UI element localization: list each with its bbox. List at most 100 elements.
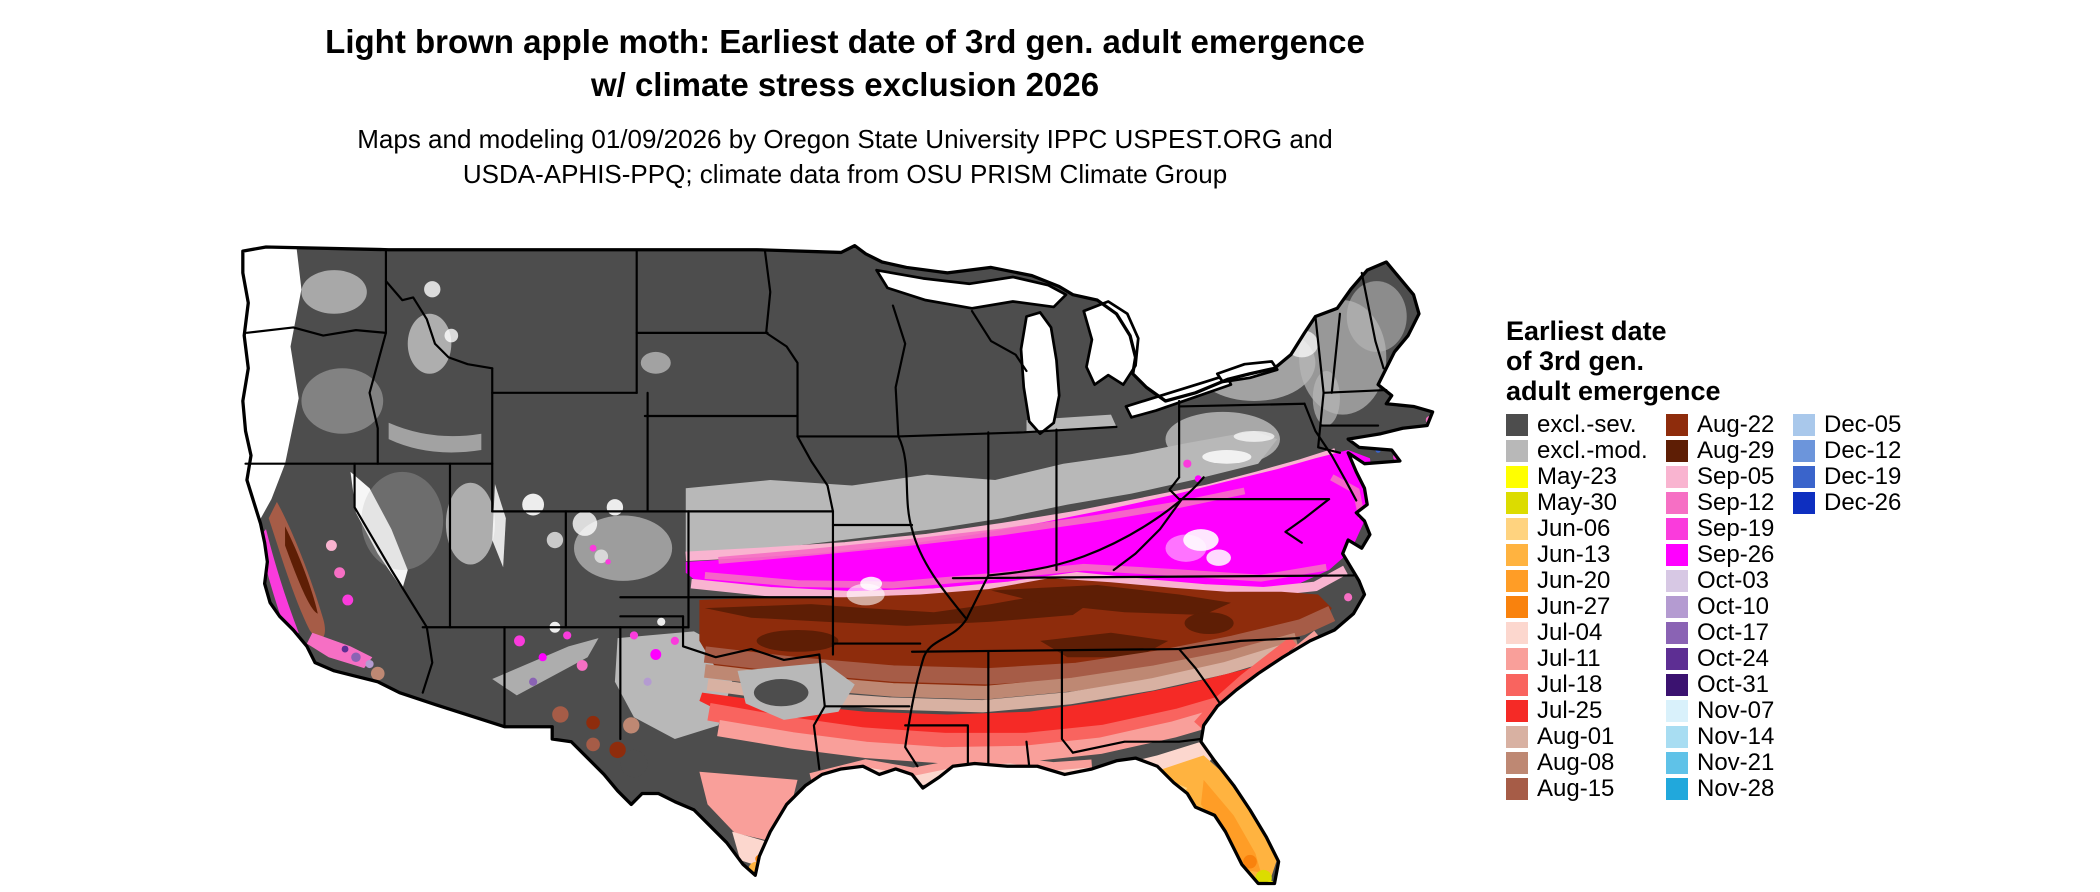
legend-title-line-3: adult emergence <box>1506 376 1721 406</box>
legend-swatch <box>1506 466 1528 488</box>
map-region-mountain-snow-patches <box>407 281 624 568</box>
legend-item: Sep-05 <box>1666 463 1793 490</box>
legend-swatch <box>1666 596 1688 618</box>
legend-swatch <box>1793 440 1815 462</box>
legend-swatch <box>1666 518 1688 540</box>
legend-label: Jul-25 <box>1537 697 1603 724</box>
legend-swatch <box>1793 414 1815 436</box>
legend-label: Jul-18 <box>1537 671 1603 698</box>
legend-swatch <box>1666 726 1688 748</box>
legend-label: Oct-10 <box>1697 593 1770 620</box>
legend-label: Aug-08 <box>1537 749 1615 776</box>
legend-label: Jun-27 <box>1537 593 1611 620</box>
legend-item: Aug-08 <box>1506 749 1666 776</box>
legend-swatch <box>1666 570 1688 592</box>
legend-label: excl.-sev. <box>1537 411 1637 438</box>
legend-swatch <box>1506 570 1528 592</box>
map-region-pnw-no-data <box>242 245 408 590</box>
legend-item: Dec-12 <box>1793 437 1902 464</box>
legend-swatch <box>1793 492 1815 514</box>
legend-item: Nov-14 <box>1666 723 1793 750</box>
subtitle-line-2: USDA-APHIS-PPQ; climate data from OSU PR… <box>462 159 1228 189</box>
legend-item: May-23 <box>1506 463 1666 490</box>
legend-item: Nov-07 <box>1666 697 1793 724</box>
map-gulf-coast-jul04 <box>817 763 1090 794</box>
state-borders <box>244 248 1388 771</box>
legend-label: Sep-26 <box>1697 541 1775 568</box>
legend-label: Sep-12 <box>1697 489 1775 516</box>
legend-title-line-1: Earliest date <box>1506 316 1667 346</box>
legend-swatch <box>1506 544 1528 566</box>
legend-item: Jun-06 <box>1506 515 1666 542</box>
legend: excl.-sev. excl.-mod. May-23 May-30 Jun-06 Ju… <box>1506 411 1902 802</box>
legend-label: Jun-13 <box>1537 541 1611 568</box>
great-lakes <box>875 268 1279 436</box>
legend-item: Oct-10 <box>1666 593 1793 620</box>
legend-column-2: Aug-22 Aug-29 Sep-05 Sep-12 Sep-19 Sep-26 Oct-… <box>1666 411 1793 802</box>
legend-item: Dec-26 <box>1793 489 1901 516</box>
legend-label: Oct-31 <box>1697 671 1770 698</box>
legend-swatch <box>1666 778 1688 800</box>
legend-item: May-30 <box>1506 489 1666 516</box>
legend-label: Aug-22 <box>1697 411 1775 438</box>
legend-item: Sep-12 <box>1666 489 1793 516</box>
map-region-appalachia-no-data <box>846 330 1319 606</box>
legend-item: excl.-mod. <box>1506 437 1666 464</box>
us-outline <box>241 243 1435 886</box>
legend-label: Jul-04 <box>1537 619 1603 646</box>
legend-item: Dec-19 <box>1793 463 1901 490</box>
legend-label: Aug-15 <box>1537 775 1615 802</box>
legend-swatch <box>1506 778 1528 800</box>
legend-swatch <box>1506 414 1528 436</box>
legend-item: Oct-03 <box>1666 567 1793 594</box>
legend-swatch <box>1793 466 1815 488</box>
legend-swatch <box>1666 466 1688 488</box>
lake-superior <box>875 268 1068 310</box>
legend-label: Dec-12 <box>1824 437 1902 464</box>
legend-item: Jul-04 <box>1506 619 1666 646</box>
legend-swatch <box>1506 440 1528 462</box>
subtitle-line-1: Maps and modeling 01/09/2026 by Oregon S… <box>357 124 1333 154</box>
legend-item: Dec-05 <box>1793 411 1902 438</box>
page-subtitle: Maps and modeling 01/09/2026 by Oregon S… <box>0 122 1690 192</box>
legend-swatch <box>1506 700 1528 722</box>
legend-label: May-30 <box>1537 489 1618 516</box>
legend-label: Oct-17 <box>1697 619 1770 646</box>
legend-swatch <box>1506 674 1528 696</box>
legend-label: Aug-29 <box>1697 437 1775 464</box>
legend-label: Oct-03 <box>1697 567 1770 594</box>
legend-label: Sep-19 <box>1697 515 1775 542</box>
legend-swatch <box>1666 752 1688 774</box>
legend-item: Jul-25 <box>1506 697 1666 724</box>
map-band-sep26-magenta <box>685 450 1375 594</box>
us-map-container <box>225 232 1445 892</box>
legend-swatch <box>1506 726 1528 748</box>
legend-swatch <box>1666 414 1688 436</box>
legend-swatch <box>1506 518 1528 540</box>
legend-label: Nov-14 <box>1697 723 1775 750</box>
legend-column-3: Dec-05 Dec-12 Dec-19 Dec-26 <box>1793 411 1902 516</box>
legend-label: Nov-21 <box>1697 749 1775 776</box>
legend-item: Oct-24 <box>1666 645 1793 672</box>
map-speckles-southwest <box>514 544 679 759</box>
legend-item: Oct-31 <box>1666 671 1793 698</box>
legend-swatch <box>1666 674 1688 696</box>
legend-swatch <box>1506 492 1528 514</box>
legend-label: Dec-05 <box>1824 411 1902 438</box>
map-region-california-valley <box>259 501 385 681</box>
legend-swatch <box>1506 622 1528 644</box>
legend-swatch <box>1666 622 1688 644</box>
page-title: Light brown apple moth: Earliest date of… <box>0 20 1690 106</box>
legend-swatch <box>1666 700 1688 722</box>
lake-michigan <box>1019 311 1061 436</box>
legend-label: Sep-05 <box>1697 463 1775 490</box>
legend-item: Sep-26 <box>1666 541 1793 568</box>
lake-huron <box>1082 300 1140 387</box>
legend-item: Oct-17 <box>1666 619 1793 646</box>
legend-label: Jun-20 <box>1537 567 1611 594</box>
legend-column-1: excl.-sev. excl.-mod. May-23 May-30 Jun-06 Ju… <box>1506 411 1666 802</box>
legend-item: Jun-20 <box>1506 567 1666 594</box>
legend-swatch <box>1506 752 1528 774</box>
title-line-1: Light brown apple moth: Earliest date of… <box>325 23 1365 60</box>
legend-item: Jul-11 <box>1506 645 1666 672</box>
